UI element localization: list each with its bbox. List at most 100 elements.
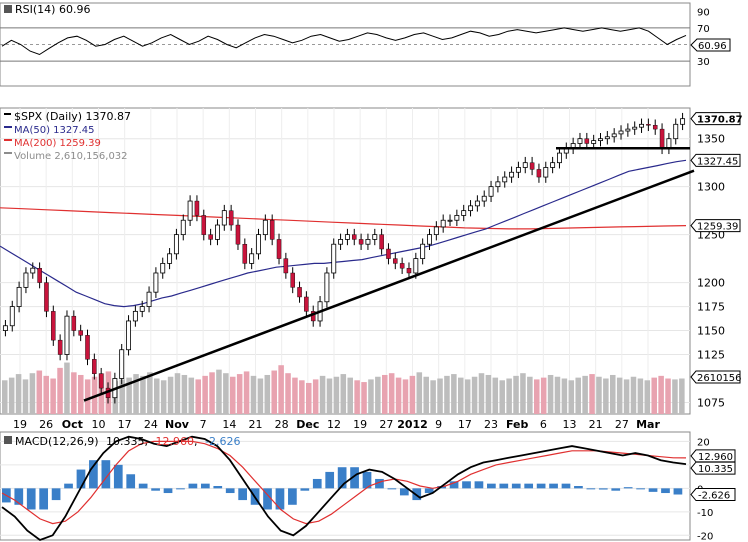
volume-bar <box>540 377 547 414</box>
candle-body <box>16 286 22 307</box>
macd-hist-bar <box>499 483 509 489</box>
volume-bar <box>78 374 84 414</box>
volume-bar <box>409 375 416 414</box>
legend-swatch <box>4 152 12 154</box>
price-tick-label: 1300 <box>697 181 725 194</box>
volume-bar <box>534 379 540 414</box>
price-badge-text: 1259.39 <box>697 222 738 233</box>
rsi-tick-label: 70 <box>697 24 710 35</box>
x-tick-label: Mar <box>636 418 660 431</box>
volume-bar <box>520 373 526 414</box>
volume-bar <box>630 376 637 414</box>
macd-hist-bar <box>536 483 546 489</box>
macd-legend-icon <box>4 436 12 444</box>
volume-bar <box>230 376 236 414</box>
volume-bar <box>589 374 595 414</box>
x-tick-label: 26 <box>39 418 53 431</box>
volume-bar <box>464 379 471 414</box>
volume-bar <box>423 376 429 414</box>
price-tick-label: 1350 <box>697 133 725 146</box>
hist-value: -2.626 <box>205 435 240 448</box>
rsi-tick-label: 30 <box>697 57 710 68</box>
volume-bar <box>375 376 381 414</box>
candle-body <box>44 282 49 312</box>
volume-bar <box>306 382 312 414</box>
macd-hist-bar <box>325 471 335 489</box>
macd-label: MACD(12,26,9) <box>15 435 99 448</box>
volume-bar <box>388 373 395 414</box>
price-panel: $SPX (Daily) 1370.87 MA(50) 1327.45 MA(200… <box>0 107 743 415</box>
volume-bar <box>140 375 146 414</box>
rsi-legend-icon <box>4 5 12 13</box>
candle-body <box>591 140 597 144</box>
volume-bar <box>492 377 499 414</box>
macd-hist-bar <box>213 486 223 489</box>
candle-body <box>215 224 220 240</box>
candle-body <box>126 320 131 351</box>
volume-bar <box>679 378 685 414</box>
macd-hist-bar <box>673 488 683 495</box>
volume-bar <box>430 380 436 414</box>
macd-hist-bar <box>350 467 359 489</box>
x-tick-label: 17 <box>458 418 472 431</box>
legend-swatch <box>4 113 11 115</box>
rsi-legend: RSI(14) 60.96 <box>4 3 90 16</box>
price-tick-label: 1125 <box>697 349 725 362</box>
x-tick-label: 17 <box>118 418 132 431</box>
volume-bar <box>437 378 443 414</box>
volume-bar <box>527 376 533 414</box>
candle-body <box>680 118 686 125</box>
macd-panel: MACD(12,26,9) 10.335, 12.960, -2.626 201… <box>0 431 736 542</box>
macd-hist-bar <box>113 464 123 489</box>
volume-bar <box>202 375 208 414</box>
candle-body <box>536 169 542 178</box>
volume-bar <box>160 380 167 414</box>
candle-body <box>372 234 378 240</box>
candle-body <box>632 126 638 130</box>
candle-body <box>208 234 213 240</box>
volume-bar <box>243 371 250 414</box>
macd-hist-bar <box>561 483 571 489</box>
macd-legend: MACD(12,26,9) 10.335, 12.960, -2.626 <box>4 435 241 448</box>
volume-bar <box>354 380 360 414</box>
macd-hist-bar <box>449 481 459 489</box>
volume-bar <box>223 373 229 414</box>
candle-body <box>413 258 419 274</box>
volume-bar <box>658 375 664 414</box>
macd-hist-bar <box>424 488 434 494</box>
macd-hist-bar <box>611 488 621 491</box>
candle-body <box>249 253 255 264</box>
macd-badge-text: -2.626 <box>698 491 730 502</box>
x-tick-label: Feb <box>506 418 529 431</box>
volume-bar <box>71 372 77 414</box>
volume-bar <box>326 378 333 414</box>
macd-hist-bar <box>574 486 583 489</box>
x-tick-label: 27 <box>615 418 629 431</box>
macd-hist-bar <box>176 488 185 490</box>
macd-hist-bar <box>474 481 484 489</box>
x-tick-label: 2012 <box>397 418 428 431</box>
volume-bar <box>57 367 63 414</box>
macd-hist-bar <box>163 488 173 494</box>
x-tick-label: 12 <box>327 418 341 431</box>
macd-hist-bar <box>300 488 310 491</box>
volume-bar <box>319 375 326 414</box>
candle-body <box>146 291 152 307</box>
candle-body <box>228 210 234 226</box>
volume-bar <box>2 380 8 414</box>
volume-bar <box>29 373 36 414</box>
macd-hist-bar <box>138 483 148 489</box>
x-tick-label: 23 <box>484 418 498 431</box>
candle-body <box>673 123 679 140</box>
macd-hist-bar <box>375 478 384 489</box>
volume-bar <box>547 374 554 414</box>
volume-bar <box>264 374 271 414</box>
candle-body <box>358 239 364 245</box>
macd-hist-bar <box>26 488 36 510</box>
volume-bar <box>485 374 492 414</box>
candle-body <box>474 200 480 207</box>
x-tick-label: 10 <box>92 418 106 431</box>
candle-body <box>550 162 556 168</box>
